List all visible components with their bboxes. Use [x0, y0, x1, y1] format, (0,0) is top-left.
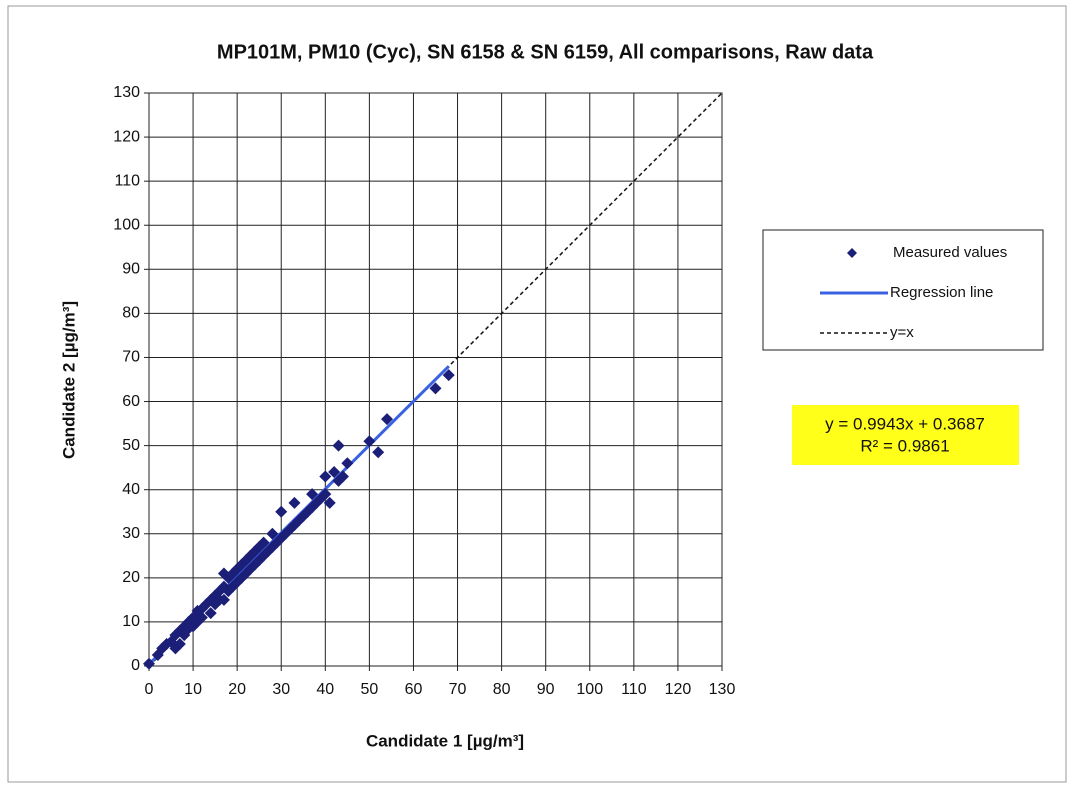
y-tick-label: 50: [122, 437, 140, 454]
x-tick-label: 50: [360, 681, 378, 698]
x-tick-label: 90: [537, 681, 555, 698]
x-tick-label: 60: [405, 681, 423, 698]
data-point: [429, 382, 442, 395]
y-tick-label: 30: [122, 525, 140, 542]
data-point: [341, 457, 354, 470]
x-tick-label: 20: [228, 681, 246, 698]
y-tick-label: 80: [122, 305, 140, 322]
data-point: [336, 470, 349, 483]
data-point: [306, 488, 319, 501]
x-tick-label: 130: [709, 681, 736, 698]
equation: y = 0.9943x + 0.3687: [825, 414, 985, 433]
chart-title: MP101M, PM10 (Cyc), SN 6158 & SN 6159, A…: [217, 41, 874, 63]
x-tick-label: 70: [449, 681, 467, 698]
data-point: [173, 637, 186, 650]
y-tick-label: 70: [122, 349, 140, 366]
y-tick-label: 10: [122, 613, 140, 630]
data-point: [217, 593, 230, 606]
data-point: [363, 435, 376, 448]
y-tick-label: 120: [113, 128, 140, 145]
y-tick-label: 20: [122, 569, 140, 586]
data-point: [195, 611, 208, 624]
data-point: [275, 505, 288, 518]
data-point: [319, 470, 332, 483]
data-point: [319, 488, 332, 501]
data-point: [328, 466, 341, 479]
equation-box: [792, 405, 1019, 465]
legend-label: y=x: [890, 324, 914, 341]
y-tick-label: 110: [114, 172, 140, 189]
data-point: [204, 607, 217, 620]
data-point: [288, 496, 301, 509]
y-tick-label: 40: [122, 481, 140, 498]
legend: [762, 229, 1044, 351]
y-tick-label: 90: [122, 261, 140, 278]
data-point: [372, 446, 385, 459]
x-tick-label: 80: [493, 681, 511, 698]
y-tick-label: 0: [131, 657, 140, 674]
x-tick-label: 100: [576, 681, 603, 698]
y-tick-label: 100: [113, 216, 140, 233]
r-squared: R² = 0.9861: [860, 436, 949, 455]
data-point: [143, 657, 155, 670]
x-tick-label: 0: [145, 681, 154, 698]
data-point: [332, 439, 345, 452]
data-point: [257, 536, 270, 549]
y-tick-label: 130: [113, 84, 140, 101]
legend-marker: [847, 248, 857, 258]
y-axis-label: Candidate 2 [µg/m³]: [59, 301, 78, 459]
x-tick-label: 120: [665, 681, 692, 698]
y-tick-label: 60: [122, 393, 140, 410]
legend-label: Regression line: [890, 284, 993, 301]
x-tick-label: 30: [272, 681, 290, 698]
x-axis-label: Candidate 1 [µg/m³]: [366, 731, 524, 750]
data-point: [381, 413, 394, 426]
x-tick-label: 10: [184, 681, 202, 698]
x-tick-label: 40: [316, 681, 334, 698]
x-tick-label: 110: [621, 681, 647, 698]
data-point: [323, 496, 336, 509]
data-point: [266, 527, 279, 540]
data-point: [442, 369, 455, 382]
legend-label: Measured values: [893, 244, 1007, 261]
